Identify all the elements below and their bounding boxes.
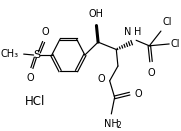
Text: 2: 2 bbox=[116, 121, 121, 130]
Text: O: O bbox=[26, 73, 34, 83]
Text: S: S bbox=[33, 50, 41, 60]
Text: O: O bbox=[98, 74, 106, 84]
Text: O: O bbox=[41, 27, 49, 37]
Text: N: N bbox=[124, 27, 131, 37]
Text: HCl: HCl bbox=[25, 95, 45, 108]
Text: OH: OH bbox=[89, 9, 104, 19]
Text: O: O bbox=[147, 68, 155, 78]
Text: Cl: Cl bbox=[171, 39, 180, 49]
Text: NH: NH bbox=[104, 119, 119, 129]
Text: O: O bbox=[134, 89, 142, 99]
Text: H: H bbox=[134, 27, 141, 37]
Text: Cl: Cl bbox=[163, 17, 172, 27]
Text: CH₃: CH₃ bbox=[1, 49, 19, 59]
